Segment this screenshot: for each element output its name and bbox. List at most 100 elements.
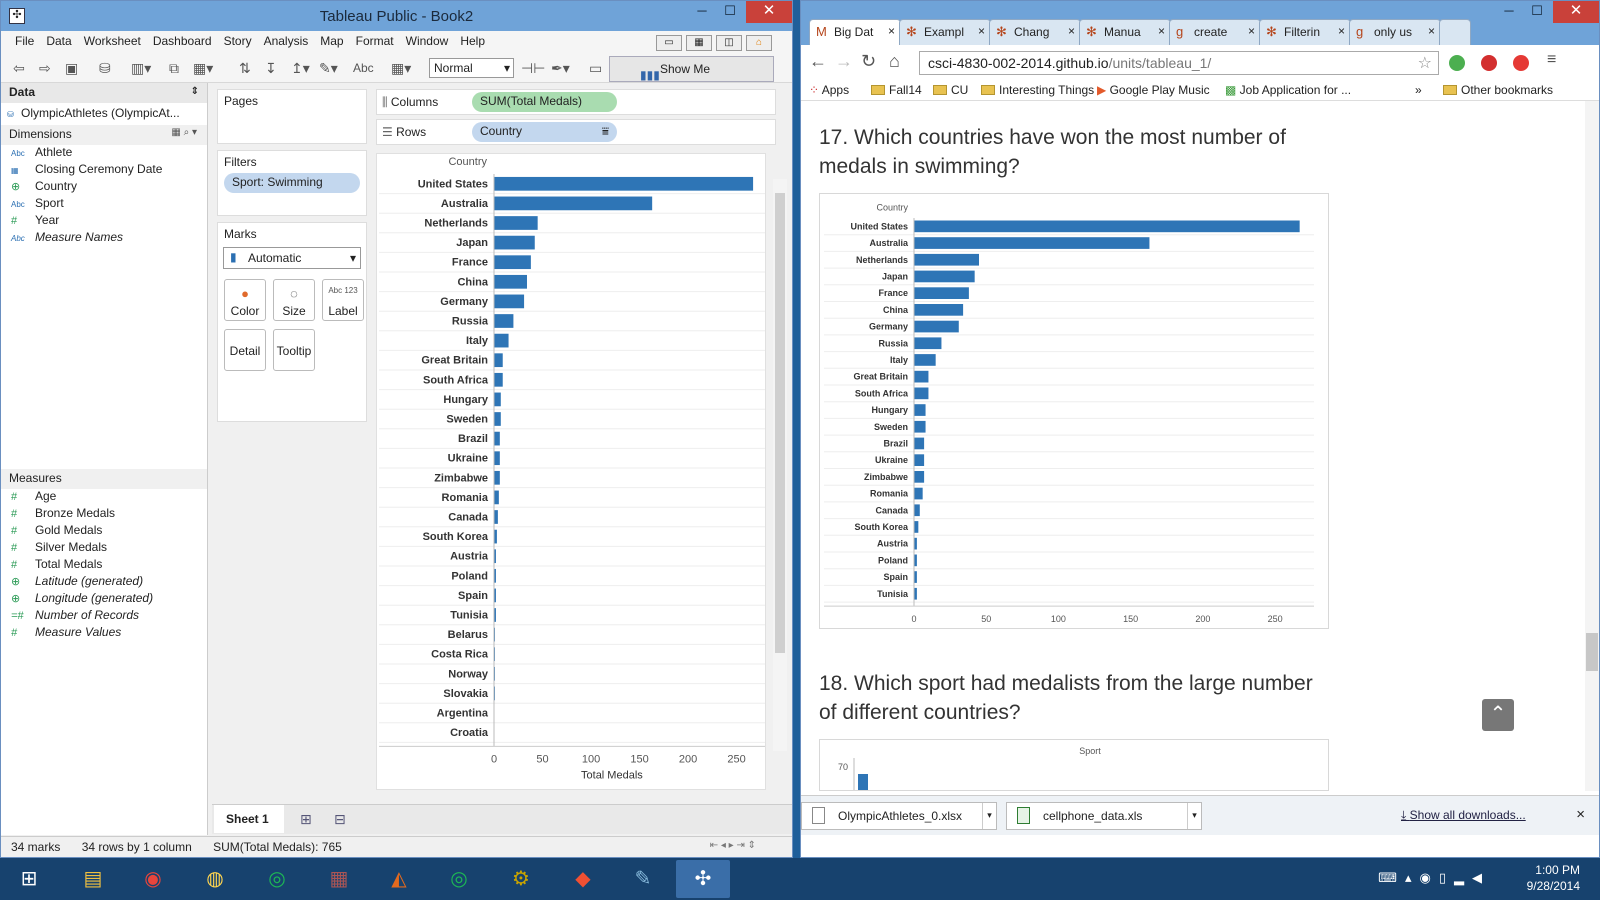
- taskbar-spotify-2[interactable]: ◎: [432, 860, 486, 898]
- tab-close-icon[interactable]: ×: [977, 24, 985, 38]
- size-button[interactable]: ◌ Size: [273, 279, 315, 321]
- tab-close-icon[interactable]: ×: [1247, 24, 1255, 38]
- menu-story[interactable]: Story: [223, 34, 252, 48]
- tableau-app-icon[interactable]: ✣: [9, 8, 25, 24]
- download-item-2[interactable]: cellphone_data.xls ▾: [1006, 802, 1202, 830]
- menu-format[interactable]: Format: [355, 34, 394, 48]
- forward-arrow-icon[interactable]: →: [835, 51, 853, 71]
- field-gold-medals[interactable]: # Gold Medals: [1, 523, 207, 540]
- fit-select[interactable]: Normal: [429, 58, 514, 78]
- field-latitude-generated[interactable]: ⊕ Latitude (generated): [1, 574, 207, 591]
- browser-tab-1[interactable]: M Big Dat ×: [809, 19, 901, 45]
- chrome-tray-icon[interactable]: ◉: [1419, 870, 1439, 885]
- vertical-scrollbar-thumb[interactable]: [1586, 633, 1598, 671]
- field-athlete[interactable]: Abc Athlete: [1, 145, 207, 162]
- bookmark-job-application[interactable]: ▩ Job Application for ...: [1225, 83, 1352, 97]
- tab-close-icon[interactable]: ×: [1427, 24, 1435, 38]
- detail-button[interactable]: Detail: [224, 329, 266, 371]
- field-sport[interactable]: Abc Sport: [1, 196, 207, 213]
- tab-close-icon[interactable]: ×: [887, 24, 895, 38]
- tab-close-icon[interactable]: ×: [1067, 24, 1075, 38]
- taskbar-file-explorer[interactable]: ▤: [66, 860, 120, 898]
- extension-green-icon[interactable]: [1449, 55, 1465, 71]
- taskbar-chrome[interactable]: ◉: [126, 860, 180, 898]
- datasource-icon[interactable]: ⛁: [99, 60, 111, 76]
- pane-menu-icon[interactable]: ⇕: [190, 86, 199, 97]
- chevron-down-icon[interactable]: ▾: [982, 803, 996, 829]
- home-icon[interactable]: ⌂: [746, 35, 772, 51]
- chrome-minimize-button[interactable]: ─: [1504, 3, 1514, 18]
- presentation-icon[interactable]: ▭: [589, 60, 603, 76]
- browser-tab-2[interactable]: ✻ Exampl ×: [899, 19, 991, 45]
- back-icon[interactable]: ⇦: [13, 60, 25, 76]
- new-dashboard-tab-icon[interactable]: ⊟: [334, 811, 346, 827]
- tooltip-button[interactable]: Tooltip: [273, 329, 315, 371]
- menu-map[interactable]: Map: [320, 34, 344, 48]
- columns-shelf[interactable]: ⫼ Columns SUM(Total Medals): [376, 89, 776, 115]
- taskbar-paint[interactable]: ✎: [616, 860, 670, 898]
- browser-tab-5[interactable]: g create ×: [1169, 19, 1261, 45]
- menu-data[interactable]: Data: [46, 34, 72, 48]
- tray-arrow-icon[interactable]: ▴: [1404, 870, 1420, 885]
- bookmark-google-play-music[interactable]: ▶ Google Play Music: [1097, 83, 1210, 97]
- vertical-scrollbar[interactable]: [1585, 101, 1599, 791]
- search-icon[interactable]: ▦ ⌕ ▾: [171, 127, 197, 138]
- save-icon[interactable]: ▣: [65, 60, 79, 76]
- browser-tab-4[interactable]: ✻ Manua ×: [1079, 19, 1171, 45]
- browser-tab-6[interactable]: ✻ Filterin ×: [1259, 19, 1351, 45]
- chrome-maximize-button[interactable]: ☐: [1531, 3, 1543, 18]
- bookmarks-overflow[interactable]: »: [1415, 83, 1422, 97]
- chevron-down-icon[interactable]: ▾: [1187, 803, 1201, 829]
- close-button[interactable]: ✕: [746, 1, 792, 23]
- view-toggle-3[interactable]: ◫: [716, 35, 742, 51]
- view-toggle-1[interactable]: ▭: [656, 35, 682, 51]
- taskbar-winrar[interactable]: ▦: [312, 860, 366, 898]
- rows-pill[interactable]: Country ⩸: [472, 122, 617, 142]
- view-scrollbar[interactable]: [773, 179, 787, 751]
- sheet-tab-1[interactable]: Sheet 1: [214, 805, 284, 833]
- taskbar-bulb-app[interactable]: ◍: [188, 860, 242, 898]
- field-country[interactable]: ⊕ Country: [1, 179, 207, 196]
- field-longitude-generated[interactable]: ⊕ Longitude (generated): [1, 591, 207, 608]
- field-measure-names[interactable]: Abc Measure Names: [1, 230, 207, 247]
- show-labels-button[interactable]: Abc: [353, 61, 374, 75]
- menu-dashboard[interactable]: Dashboard: [152, 34, 212, 48]
- field-year[interactable]: # Year: [1, 213, 207, 230]
- menu-worksheet[interactable]: Worksheet: [83, 34, 141, 48]
- bookmark-cu[interactable]: CU: [933, 83, 968, 97]
- field-measure-values[interactable]: # Measure Values: [1, 625, 207, 642]
- columns-pill[interactable]: SUM(Total Medals): [472, 92, 617, 112]
- new-tab-button[interactable]: [1439, 19, 1471, 45]
- minimize-button[interactable]: ─: [697, 3, 707, 18]
- sort-descending-icon[interactable]: ↥▾: [291, 60, 310, 76]
- extension-stop-icon[interactable]: [1481, 55, 1497, 71]
- highlight-icon[interactable]: ✎▾: [319, 60, 338, 76]
- bookmark-interesting-things[interactable]: Interesting Things: [981, 83, 1094, 97]
- taskbar-eclipse[interactable]: ⚙: [494, 860, 548, 898]
- taskbar-git[interactable]: ◆: [556, 860, 610, 898]
- start-button[interactable]: ⊞: [2, 860, 56, 898]
- field-silver-medals[interactable]: # Silver Medals: [1, 540, 207, 557]
- home-icon[interactable]: ⌂: [889, 51, 900, 71]
- taskbar-matlab[interactable]: ◭: [372, 860, 426, 898]
- field-number-of-records[interactable]: =# Number of Records: [1, 608, 207, 625]
- bookmark-fall14[interactable]: Fall14: [871, 83, 922, 97]
- field-age[interactable]: # Age: [1, 489, 207, 506]
- menu-window[interactable]: Window: [405, 34, 449, 48]
- view-toggle-2[interactable]: ▦: [686, 35, 712, 51]
- swap-icon[interactable]: ⇅: [239, 60, 251, 76]
- chrome-menu-icon[interactable]: ≡: [1547, 51, 1557, 68]
- back-arrow-icon[interactable]: ←: [809, 51, 827, 71]
- forward-icon[interactable]: ⇨: [39, 60, 51, 76]
- bookmark-star-icon[interactable]: ☆: [1417, 55, 1432, 72]
- browser-tab-7[interactable]: g only us ×: [1349, 19, 1441, 45]
- clear-sheet-icon[interactable]: ▦▾: [193, 60, 214, 76]
- sort-ascending-icon[interactable]: ↧: [265, 60, 277, 76]
- tab-close-icon[interactable]: ×: [1157, 24, 1165, 38]
- reload-icon[interactable]: ↻: [861, 51, 877, 71]
- field-total-medals[interactable]: # Total Medals: [1, 557, 207, 574]
- chrome-close-button[interactable]: ✕: [1553, 1, 1599, 23]
- scroll-to-top-button[interactable]: ⌃: [1482, 699, 1514, 731]
- rows-shelf[interactable]: ☰ Rows Country ⩸: [376, 119, 776, 145]
- keyboard-icon[interactable]: ⌨: [1378, 870, 1405, 885]
